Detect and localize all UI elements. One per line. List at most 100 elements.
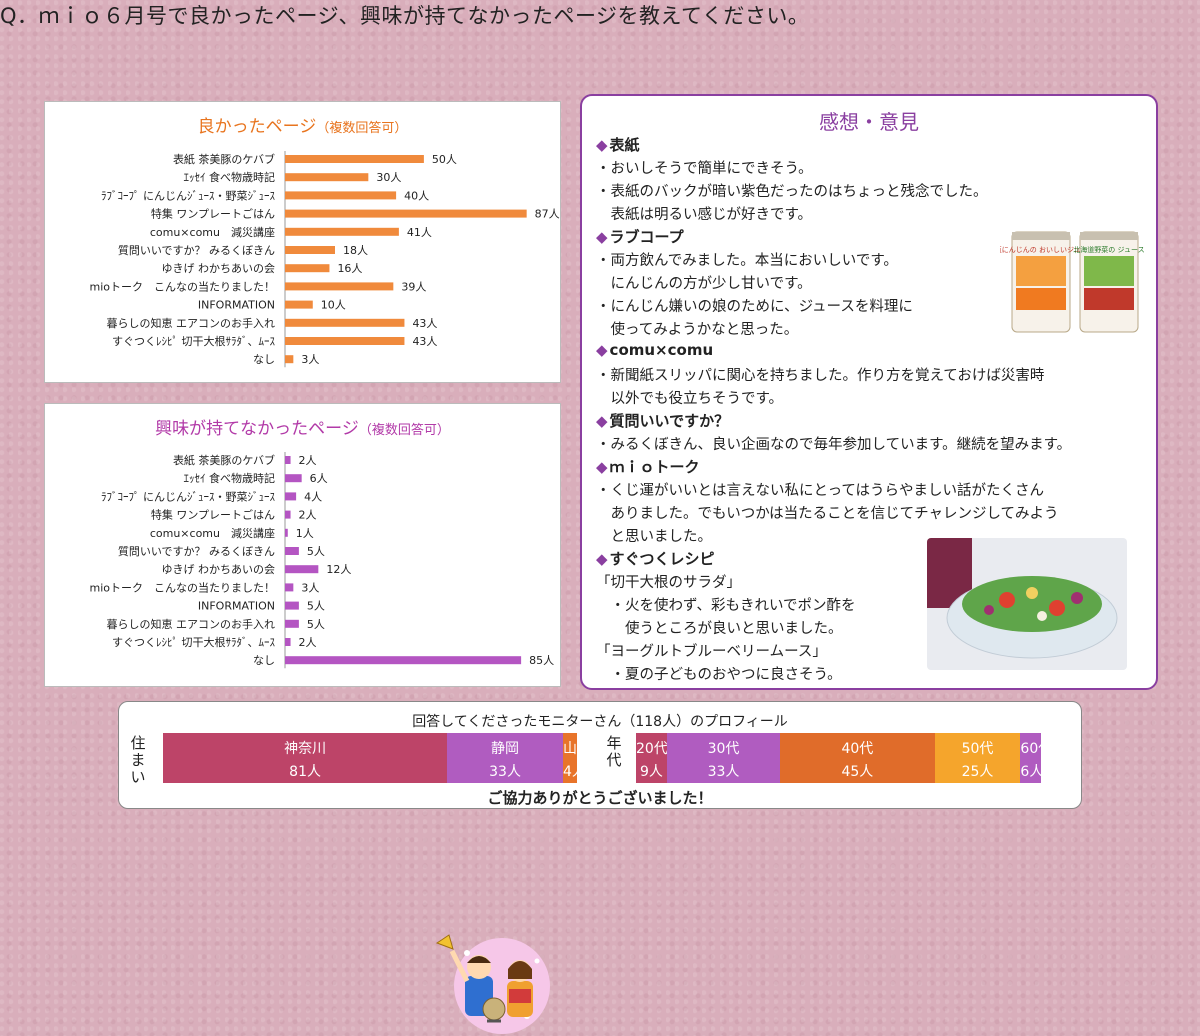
category-label: 質問いいですか？ みるくぼきん [118, 243, 275, 257]
value-label: 1人 [296, 527, 314, 540]
value-label: 2人 [299, 636, 317, 649]
segment-name: 山梨 [562, 741, 591, 757]
value-label: 39人 [401, 280, 426, 293]
category-label: 表紙 茶美豚のケバブ [173, 453, 275, 467]
profile-segment: 60代以上 6人 [1020, 733, 1080, 783]
opinion-line: ・表紙のバックが暗い紫色だったのはちょっと残念でした。 [596, 184, 988, 200]
bar [285, 656, 522, 665]
opinions-panel: 感想・意見 ◆ 表紙 ・おいしそうで簡単にできそう。 ・表紙のバックが暗い紫色だっ… [580, 94, 1158, 690]
opinion-line: 「ヨーグルトブルーベリームース」 [596, 644, 827, 660]
category-label: INFORMATION [198, 600, 275, 613]
opinion-line: 以外でも役立ちそうです。 [596, 391, 784, 407]
category-label: すぐつくﾚｼﾋﾟ 切干大根ｻﾗﾀﾞ、ﾑｰｽ [112, 635, 275, 649]
bar [285, 565, 319, 574]
bar [285, 337, 405, 345]
value-label: 10人 [321, 299, 346, 312]
opinion-line: ありました。でもいつかは当たることを信じてチャレンジしてみよう [596, 506, 1059, 522]
residence-label: 住まい [130, 734, 146, 786]
profile-segment: 静岡 33人 [447, 733, 563, 783]
category-label: ゆきげ わかちあいの会 [162, 563, 276, 576]
bar [285, 547, 299, 555]
profile-title: 回答してくださったモニターさん（118人）のプロフィール [412, 714, 788, 730]
uninteresting-pages-chart: 興味が持てなかったページ（複数回答可） 表紙 茶美豚のケバブ 2人 ｴｯｾｲ 食べ物… [44, 403, 561, 1034]
category-label: 暮らしの知恵 エアコンのお手入れ [107, 617, 276, 631]
age-label: 年代 [606, 734, 622, 769]
category-label: ｴｯｾｲ 食べ物歳時記 [184, 471, 276, 485]
section-heading-text: 質問いいですか？ [609, 412, 730, 430]
bar [285, 474, 302, 483]
bad-chart-svg: 表紙 茶美豚のケバブ 2人 ｴｯｾｲ 食べ物歳時記 6人 ﾗﾌﾞｺｰﾌﾟ にんじんｼﾞｭ… [89, 452, 554, 669]
opinion-line: ・火を使わず、彩もきれいでポン酢を [596, 598, 856, 614]
bar [285, 638, 291, 646]
profile-segment: 山梨 4人 [562, 733, 591, 783]
section-heading-text: ｍｉｏトーク [609, 458, 700, 476]
good-chart-title: 良かったページ（複数回答可） [45, 112, 560, 137]
value-label: 6人 [310, 472, 328, 485]
section-heading-text: すぐつくレシピ [609, 550, 715, 568]
opinion-line: ・夏の子どものおやつに良さそう。 [596, 667, 842, 683]
diamond-icon: ◆ [596, 341, 608, 359]
value-label: 5人 [307, 618, 325, 631]
value-label: 2人 [299, 509, 317, 522]
value-label: 43人 [412, 335, 437, 348]
diamond-icon: ◆ [596, 458, 608, 476]
section-heading-question: ◆ 質問いいですか？ [596, 410, 729, 431]
bar [285, 173, 369, 182]
value-label: 5人 [307, 545, 325, 558]
bar [285, 264, 330, 273]
section-heading-miotalk: ◆ ｍｉｏトーク [596, 456, 700, 477]
opinion-line: 「切干大根のサラダ」 [596, 575, 741, 591]
value-label: 87人 [535, 208, 560, 221]
bar [285, 583, 294, 592]
section-heading-comucomu: ◆ comu×comu [596, 341, 713, 359]
bar [285, 492, 297, 501]
bar [285, 209, 527, 218]
section-heading-cover: ◆ 表紙 [596, 134, 640, 155]
segment-value: 25人 [961, 764, 994, 780]
value-label: 3人 [301, 581, 319, 594]
opinion-line: 使ってみようかなと思った。 [596, 322, 799, 338]
segment-name: 50代 [961, 741, 994, 757]
salad-photo [927, 538, 1127, 670]
bar [285, 355, 294, 364]
section-heading-text: comu×comu [609, 341, 714, 359]
opinion-line: ・にんじん嫌いの娘のために、ジュースを料理に [596, 299, 913, 315]
diamond-icon: ◆ [596, 228, 608, 246]
category-label: すぐつくﾚｼﾋﾟ 切干大根ｻﾗﾀﾞ、ﾑｰｽ [112, 334, 275, 348]
value-label: 40人 [404, 189, 429, 202]
section-heading-text: ラブコープ [609, 228, 684, 246]
profile-panel: 回答してくださったモニターさん（118人）のプロフィール 住まい 年代 神奈川 8… [118, 701, 1082, 809]
bad-chart-subtitle: （複数回答可） [358, 423, 450, 438]
question-title: Q．ｍｉｏ６月号で良かったページ、興味が持てなかったページを教えてください。 [0, 4, 810, 28]
opinion-line: にんじんの方が少し甘いです。 [596, 276, 812, 292]
category-label: 暮らしの知恵 エアコンのお手入れ [107, 316, 276, 330]
opinion-line: ・両方飲んでみました。本当においしいです。 [596, 253, 898, 269]
bar [285, 601, 299, 610]
value-label: 2人 [299, 454, 317, 467]
profile-segment: 20代 9人 [636, 733, 668, 783]
category-label: なし [253, 654, 275, 667]
value-label: 5人 [307, 600, 325, 613]
profile-segment: 神奈川 81人 [163, 733, 448, 783]
category-label: なし [253, 353, 275, 366]
segment-name: 40代 [841, 741, 874, 757]
value-label: 18人 [343, 244, 368, 257]
bar [285, 227, 399, 236]
section-heading-recipe: ◆ すぐつくレシピ [596, 548, 715, 569]
category-label: mioトーク こんなの当たりました！ [89, 279, 275, 293]
opinion-line: 使うところが良いと思いました。 [596, 621, 843, 637]
value-label: 12人 [326, 563, 351, 576]
value-label: 85人 [529, 654, 554, 667]
segment-value: 81人 [289, 764, 321, 780]
value-label: 50人 [432, 153, 457, 166]
category-label: 質問いいですか？ みるくぼきん [118, 544, 275, 558]
section-heading-lovecoop: ◆ ラブコープ [596, 226, 684, 247]
juice-cans-photo: 産直にんじんの おいしいジュース 北海道野菜の ジュース [1000, 222, 1148, 340]
segment-name: 30代 [707, 741, 740, 757]
bar [285, 282, 394, 291]
opinion-line: と思いました。 [596, 529, 712, 545]
thanks-message: ご協力ありがとうございました！ [487, 789, 713, 807]
bar [285, 318, 405, 327]
bar [285, 456, 291, 464]
bar [285, 528, 288, 537]
